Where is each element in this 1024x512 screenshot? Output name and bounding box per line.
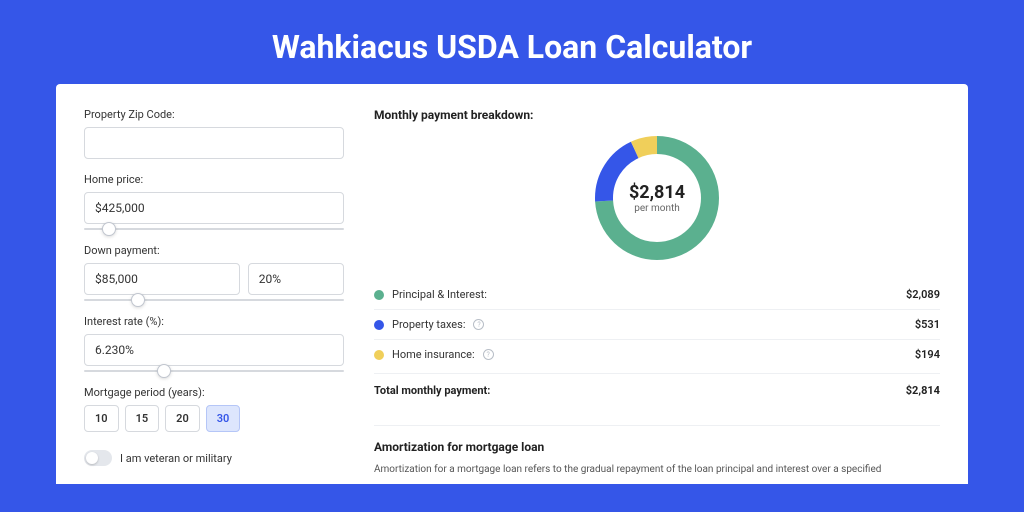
donut-center: $2,814 per month [629, 182, 685, 214]
donut-per-label: per month [629, 203, 685, 214]
amortization-title: Amortization for mortgage loan [374, 440, 940, 454]
total-row: Total monthly payment: $2,814 [374, 373, 940, 407]
zip-label: Property Zip Code: [84, 108, 344, 121]
legend-dot [374, 350, 384, 360]
field-home-price: Home price: [84, 173, 344, 230]
breakdown-row: Home insurance:? $194 [374, 340, 940, 369]
breakdown-title: Monthly payment breakdown: [374, 108, 940, 122]
donut-amount: $2,814 [629, 182, 685, 203]
veteran-row: I am veteran or military [84, 450, 344, 466]
field-down-payment: Down payment: [84, 244, 344, 301]
veteran-label: I am veteran or military [120, 452, 232, 465]
breakdown-list: Principal & Interest: $2,089 Property taxe… [374, 280, 940, 369]
home-price-slider-thumb[interactable] [102, 222, 116, 236]
down-payment-pct-input[interactable] [248, 263, 344, 295]
info-icon[interactable]: ? [483, 349, 494, 360]
breakdown-label: Property taxes: [392, 318, 465, 331]
veteran-toggle-knob [86, 452, 98, 464]
period-option-20[interactable]: 20 [165, 405, 200, 432]
breakdown-row: Principal & Interest: $2,089 [374, 280, 940, 310]
field-interest: Interest rate (%): [84, 315, 344, 372]
home-price-label: Home price: [84, 173, 344, 186]
breakdown-value: $531 [915, 318, 940, 331]
donut-chart: $2,814 per month [374, 136, 940, 260]
down-payment-slider[interactable] [84, 299, 344, 301]
interest-slider-thumb[interactable] [157, 364, 171, 378]
period-label: Mortgage period (years): [84, 386, 344, 399]
breakdown-label: Principal & Interest: [392, 288, 487, 301]
period-option-15[interactable]: 15 [125, 405, 160, 432]
page-header: Wahkiacus USDA Loan Calculator [0, 0, 1024, 84]
veteran-toggle[interactable] [84, 450, 112, 466]
breakdown-value: $2,089 [906, 288, 940, 301]
legend-dot [374, 320, 384, 330]
home-price-slider[interactable] [84, 228, 344, 230]
period-option-10[interactable]: 10 [84, 405, 119, 432]
zip-input[interactable] [84, 127, 344, 159]
down-payment-label: Down payment: [84, 244, 344, 257]
page-title: Wahkiacus USDA Loan Calculator [0, 28, 1024, 66]
legend-dot [374, 290, 384, 300]
period-option-30[interactable]: 30 [206, 405, 241, 432]
breakdown-value: $194 [915, 348, 940, 361]
total-label: Total monthly payment: [374, 384, 490, 397]
field-zip: Property Zip Code: [84, 108, 344, 159]
total-value: $2,814 [906, 384, 940, 397]
calculator-card: Property Zip Code: Home price: Down paym… [56, 84, 968, 484]
interest-slider[interactable] [84, 370, 344, 372]
breakdown-label: Home insurance: [392, 348, 475, 361]
results-panel: Monthly payment breakdown: $2,814 per mo… [374, 108, 940, 484]
field-period: Mortgage period (years): 10152030 [84, 386, 344, 432]
down-payment-input[interactable] [84, 263, 240, 295]
input-panel: Property Zip Code: Home price: Down paym… [84, 108, 344, 484]
down-payment-slider-thumb[interactable] [131, 293, 145, 307]
info-icon[interactable]: ? [473, 319, 484, 330]
interest-input[interactable] [84, 334, 344, 366]
breakdown-row: Property taxes:? $531 [374, 310, 940, 340]
amortization-text: Amortization for a mortgage loan refers … [374, 462, 940, 477]
period-options: 10152030 [84, 405, 344, 432]
amortization-section: Amortization for mortgage loan Amortizat… [374, 425, 940, 477]
home-price-input[interactable] [84, 192, 344, 224]
interest-label: Interest rate (%): [84, 315, 344, 328]
